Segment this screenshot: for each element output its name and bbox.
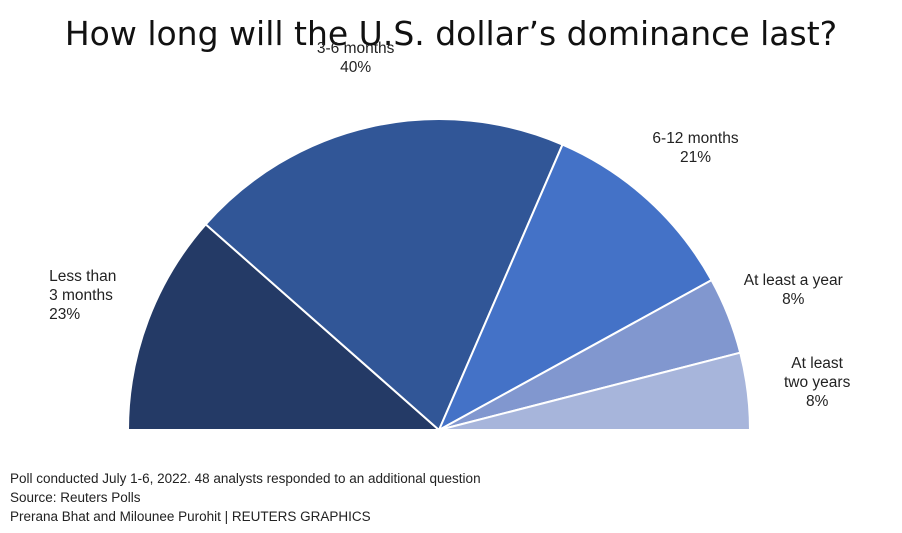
pie-slice-5 [438, 351, 752, 431]
slice-label-1: Less than 3 months 23% [49, 267, 116, 324]
slice-percent: 8% [782, 290, 805, 308]
slice-label-3: 6-12 months 21% [652, 129, 738, 167]
slice-percent: 40% [340, 59, 372, 77]
slice-label-4: At least a year 8% [744, 271, 843, 309]
slice-label-2: 3-6 months 40% [317, 39, 395, 77]
slice-name: Less than [49, 267, 117, 285]
slice-name: At least a year [743, 271, 843, 289]
slice-percent: 8% [805, 392, 829, 410]
slice-percent: 21% [679, 149, 711, 167]
source-line: Source: Reuters Polls [10, 490, 141, 505]
footnote: Poll conducted July 1-6, 2022. 48 analys… [10, 471, 481, 486]
credit-line: Prerana Bhat and Milounee Purohit | REUT… [10, 509, 371, 524]
slice-label-5: At least two years 8% [784, 354, 850, 411]
slice-name: 6-12 months [652, 130, 739, 148]
chart-title: How long will the U.S. dollar’s dominanc… [64, 14, 838, 53]
slice-name: At least [791, 354, 843, 372]
pie-slice-2 [204, 118, 564, 432]
pie-slice-1 [126, 222, 442, 431]
slice-name: 3 months [49, 286, 113, 304]
pie-slice-3 [436, 143, 713, 433]
slice-name: two years [783, 373, 851, 391]
slice-name: 3-6 months [316, 40, 395, 58]
slice-percent: 23% [49, 305, 81, 323]
